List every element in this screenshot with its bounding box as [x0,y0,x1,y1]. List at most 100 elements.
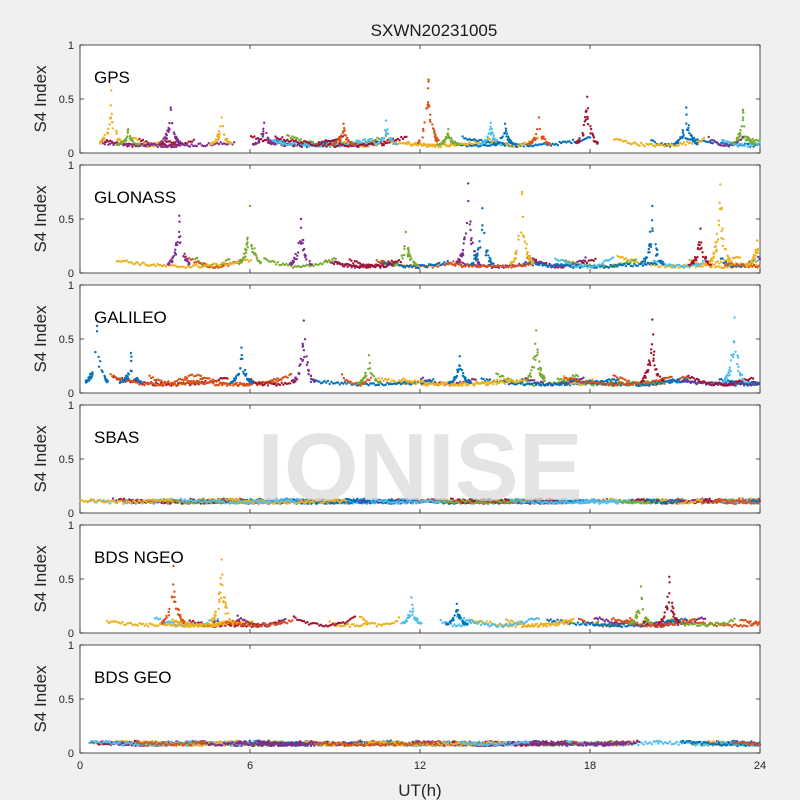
data-point [96,330,98,332]
data-point [515,143,517,145]
data-point [736,145,738,147]
data-point [742,111,744,113]
data-point [466,263,468,265]
data-point [582,134,584,136]
data-point [417,142,419,144]
data-point [228,258,230,260]
data-point [218,130,220,132]
data-point [466,384,468,386]
data-point [482,378,484,380]
data-point [167,380,169,382]
data-point [224,383,226,385]
data-point [572,261,574,263]
data-point [168,122,170,124]
data-point [90,376,92,378]
data-point [377,377,379,379]
data-point [683,267,685,269]
data-point [690,135,692,137]
data-point [234,382,236,384]
data-point [532,357,534,359]
data-point [529,372,531,374]
data-point [703,137,705,139]
data-point [204,383,206,385]
data-point [520,231,522,233]
y-tick-label: 1 [68,40,74,52]
data-point [639,385,641,387]
data-point [737,366,739,368]
data-point [459,260,461,262]
data-point [432,266,434,268]
data-point [422,130,424,132]
data-point [731,142,733,144]
data-point [489,259,491,261]
data-point [360,379,362,381]
data-point [515,253,517,255]
data-point [178,215,180,217]
data-point [321,263,323,265]
data-point [262,130,264,132]
data-point [646,370,648,372]
data-point [587,123,589,125]
data-point [540,367,542,369]
data-point [661,262,663,264]
data-point [289,382,291,384]
data-point [530,369,532,371]
data-point [452,142,454,144]
data-point [583,124,585,126]
data-point [174,251,176,253]
data-point [702,256,704,258]
data-point [671,381,673,383]
data-point [752,138,754,140]
data-point [111,142,113,144]
data-point [457,258,459,260]
data-point [324,143,326,145]
data-point [104,134,106,136]
y-axis-label: S4 Index [31,65,50,133]
data-point [145,140,147,142]
data-point [370,377,372,379]
data-point [432,381,434,383]
data-point [127,128,129,130]
data-point [533,355,535,357]
data-point [212,141,214,143]
data-point [342,123,344,125]
data-point [246,244,248,246]
data-point [107,128,109,130]
data-point [477,249,479,251]
data-point [584,116,586,118]
data-point [512,143,514,145]
data-point [262,128,264,130]
data-point [736,138,738,140]
data-point [295,378,297,380]
data-point [329,146,331,148]
data-point [752,259,754,261]
data-point [477,261,479,263]
data-point [515,250,517,252]
data-point [394,264,396,266]
data-point [743,125,745,127]
data-point [246,238,248,240]
data-point [651,227,653,229]
data-point [592,134,594,136]
data-point [526,253,528,255]
data-point [542,135,544,137]
data-point [337,145,339,147]
data-point [436,139,438,141]
data-point [318,141,320,143]
panels: 00.51GPSS4 Index00.51GLONASSS4 Index00.5… [31,40,766,772]
data-point [371,373,373,375]
data-point [133,142,135,144]
data-point [656,373,658,375]
data-point [521,193,523,195]
data-point [563,259,565,261]
data-point [645,377,647,379]
data-point [128,145,130,147]
data-point [455,143,457,145]
data-point [459,368,461,370]
data-point [365,380,367,382]
data-point [474,250,476,252]
data-point [371,138,373,140]
data-point [602,262,604,264]
data-point [305,355,307,357]
data-point [681,143,683,145]
